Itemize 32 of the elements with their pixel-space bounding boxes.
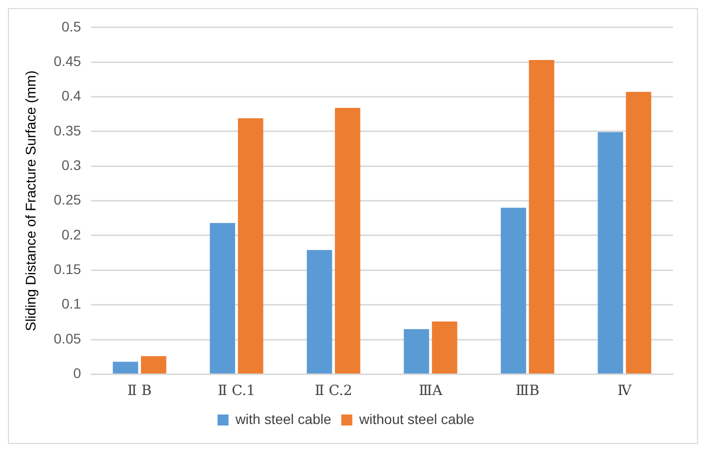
bar — [626, 92, 652, 374]
bar — [598, 132, 624, 374]
x-tick-label: ⅢB — [516, 383, 540, 400]
y-tick-label: 0.15 — [54, 261, 82, 278]
y-tick-label: 0.25 — [54, 192, 82, 208]
bar — [500, 208, 526, 374]
bar — [140, 356, 166, 374]
y-tick-label: 0.05 — [54, 330, 82, 346]
y-tick-label: 0.4 — [62, 88, 82, 104]
legend-label: without steel cable — [358, 410, 475, 427]
y-tick-label: 0.35 — [54, 122, 82, 138]
y-tick-label: 0.2 — [62, 226, 82, 242]
x-tick-label: Ⅱ B — [127, 383, 152, 400]
x-tick-label: Ⅳ — [618, 383, 633, 400]
y-tick-label: 0 — [73, 365, 82, 382]
y-tick-label: 0.1 — [62, 296, 82, 312]
bar — [238, 118, 264, 374]
y-tick-label: 0.3 — [62, 156, 82, 173]
x-tick-label: Ⅱ C.2 — [314, 383, 352, 400]
bar — [404, 329, 430, 374]
bar — [432, 321, 458, 374]
y-tick-label: 0.45 — [54, 52, 82, 69]
y-tick-label: 0.5 — [62, 18, 82, 34]
x-tick-label: ⅢA — [418, 383, 444, 400]
x-tick-label: Ⅱ C.1 — [218, 383, 256, 400]
bar — [528, 60, 554, 374]
bar — [210, 222, 236, 374]
bar — [334, 108, 360, 374]
y-axis-title: Sliding Distance of Fracture Surface (mm) — [22, 70, 38, 332]
legend-label: with steel cable — [234, 410, 332, 427]
bar — [306, 250, 332, 374]
bar — [112, 362, 138, 374]
